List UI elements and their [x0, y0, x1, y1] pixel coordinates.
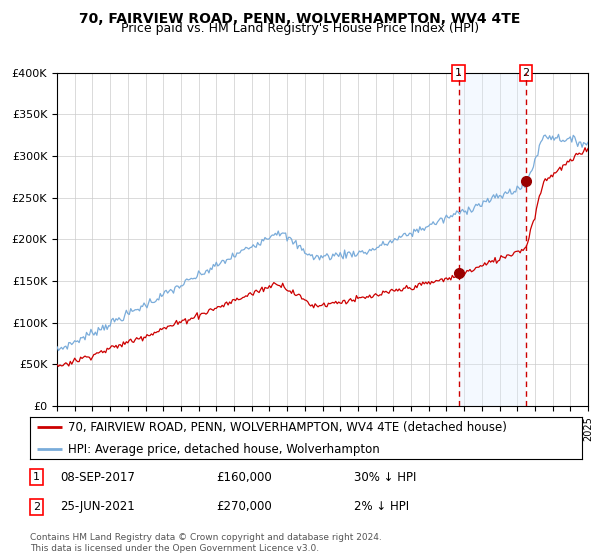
Text: Price paid vs. HM Land Registry's House Price Index (HPI): Price paid vs. HM Land Registry's House … — [121, 22, 479, 35]
Text: 1: 1 — [455, 68, 462, 78]
Text: 2: 2 — [33, 502, 40, 512]
Text: 30% ↓ HPI: 30% ↓ HPI — [354, 470, 416, 484]
Bar — [458, 73, 526, 406]
Text: 08-SEP-2017: 08-SEP-2017 — [60, 470, 135, 484]
Text: 70, FAIRVIEW ROAD, PENN, WOLVERHAMPTON, WV4 4TE: 70, FAIRVIEW ROAD, PENN, WOLVERHAMPTON, … — [79, 12, 521, 26]
Text: £270,000: £270,000 — [216, 500, 272, 514]
Text: 70, FAIRVIEW ROAD, PENN, WOLVERHAMPTON, WV4 4TE (detached house): 70, FAIRVIEW ROAD, PENN, WOLVERHAMPTON, … — [68, 421, 506, 434]
Text: Contains HM Land Registry data © Crown copyright and database right 2024.
This d: Contains HM Land Registry data © Crown c… — [30, 533, 382, 553]
Text: HPI: Average price, detached house, Wolverhampton: HPI: Average price, detached house, Wolv… — [68, 442, 379, 456]
Text: 1: 1 — [33, 472, 40, 482]
Text: 2: 2 — [523, 68, 529, 78]
Text: 2% ↓ HPI: 2% ↓ HPI — [354, 500, 409, 514]
Text: £160,000: £160,000 — [216, 470, 272, 484]
Text: 25-JUN-2021: 25-JUN-2021 — [60, 500, 135, 514]
